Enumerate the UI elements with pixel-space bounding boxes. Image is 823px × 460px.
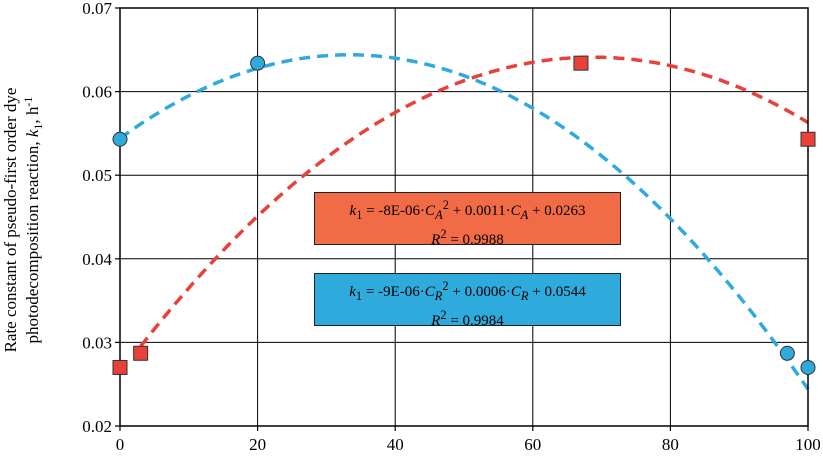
x-tick-label-1: 20 xyxy=(249,435,266,454)
y-tick-labels: 0.02 0.03 0.04 0.05 0.06 0.07 xyxy=(82,0,112,436)
marker-series-1-point-0 xyxy=(112,131,128,147)
trendline-series-1 xyxy=(118,53,810,391)
equation-box-r: k1 = -9E-06·CR2 + 0.0006·CR + 0.0544 R2 … xyxy=(314,273,621,329)
equation-r-r2: R2 = 0.9984 xyxy=(431,308,504,329)
plot-frame xyxy=(115,7,809,431)
marker-series-0-point-2 xyxy=(573,55,589,71)
marker-series-0-point-3 xyxy=(800,131,816,147)
equation-a-formula: k1 = -8E-06·CA2 + 0.0011·CA + 0.0263 xyxy=(349,198,586,222)
trendline-series-0 xyxy=(139,55,809,348)
x-tick-label-4: 80 xyxy=(662,435,679,454)
plot-border xyxy=(119,7,809,427)
x-tick-label-2: 40 xyxy=(387,435,404,454)
y-tick-label-3: 0.05 xyxy=(82,166,112,185)
trendlines xyxy=(118,53,810,391)
equation-box-a: k1 = -8E-06·CA2 + 0.0011·CA + 0.0263 R2 … xyxy=(314,192,621,248)
marker-series-1-point-3 xyxy=(800,359,816,375)
marker-series-0-point-0 xyxy=(112,359,128,375)
marker-series-1-point-1 xyxy=(250,55,266,71)
equation-a-r2: R2 = 0.9988 xyxy=(431,227,504,248)
marker-series-0-point-1 xyxy=(133,345,149,361)
y-tick-label-0: 0.02 xyxy=(82,417,112,436)
x-tick-label-5: 100 xyxy=(795,435,821,454)
y-tick-label-5: 0.07 xyxy=(82,0,112,18)
x-tick-labels: 0 20 40 60 80 100 xyxy=(116,435,821,454)
y-tick-label-1: 0.03 xyxy=(82,333,112,352)
y-axis-label-line2: photodecomposition reaction, k1, h-1 xyxy=(21,97,45,344)
y-tick-label-2: 0.04 xyxy=(82,250,112,269)
x-tick-label-3: 60 xyxy=(524,435,541,454)
y-axis-label-line1: Rate constant of pseudo-first order dye xyxy=(1,88,20,353)
marker-series-1-point-2 xyxy=(779,345,795,361)
data-markers xyxy=(112,55,816,375)
y-tick-label-4: 0.06 xyxy=(82,83,112,102)
equation-r-formula: k1 = -9E-06·CR2 + 0.0006·CR + 0.0544 xyxy=(349,279,586,303)
x-tick-label-0: 0 xyxy=(116,435,125,454)
